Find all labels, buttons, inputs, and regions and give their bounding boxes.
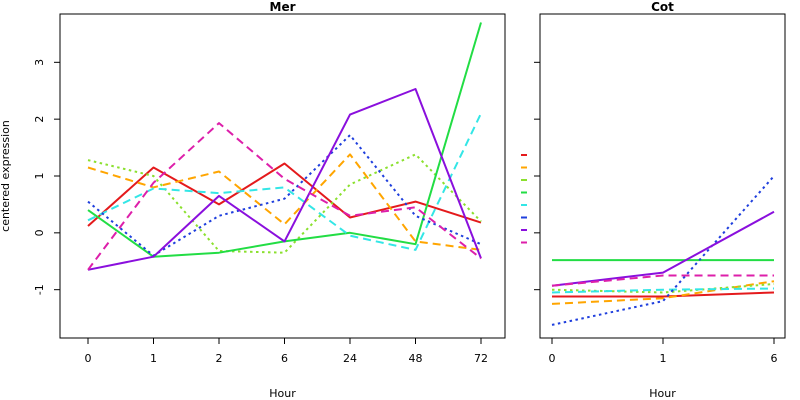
mer-x-tick-label: 48	[409, 352, 423, 365]
mer-x-tick-label: 24	[343, 352, 357, 365]
mer-series-line-2	[87, 153, 482, 251]
cot-x-axis-label: Hour	[649, 387, 676, 400]
mer-series-line-7	[87, 88, 482, 271]
mer-series-line-4	[87, 22, 482, 258]
mer-x-tick-label: 6	[281, 352, 288, 365]
y-axis-label: centered expression	[0, 120, 12, 232]
cot-series-line-1	[552, 291, 775, 298]
mer-y-tick-label: 2	[33, 116, 46, 123]
cot-series-line-2	[551, 280, 775, 305]
cot-series-line-8	[551, 274, 774, 287]
cot-series-line-7	[551, 210, 775, 287]
mer-series-line-3	[87, 153, 482, 254]
cot-x-tick-label: 1	[660, 352, 667, 365]
cot-series-line-5	[551, 287, 775, 294]
cot-series-line-3	[551, 283, 775, 294]
mer-series-line-5	[87, 113, 482, 251]
mer-series-line-1	[87, 162, 482, 227]
cot-series-line-6	[551, 175, 775, 326]
mer-y-tick-label: 0	[33, 229, 46, 236]
mer-y-tick-label: -1	[33, 284, 46, 295]
mer-x-tick-label: 72	[474, 352, 488, 365]
mer-x-tick-label: 2	[216, 352, 223, 365]
cot-x-tick-label: 6	[771, 352, 778, 365]
cot-title: Cot	[651, 0, 674, 14]
mer-x-axis-label: Hour	[269, 387, 296, 400]
cot-x-tick-label: 0	[549, 352, 556, 365]
mer-x-tick-label: 1	[150, 352, 157, 365]
mer-y-tick-label: 1	[33, 173, 46, 180]
mer-series-line-8	[87, 122, 482, 271]
mer-title: Mer	[270, 0, 296, 14]
mer-x-tick-label: 0	[85, 352, 92, 365]
mer-y-tick-label: 3	[33, 59, 46, 66]
